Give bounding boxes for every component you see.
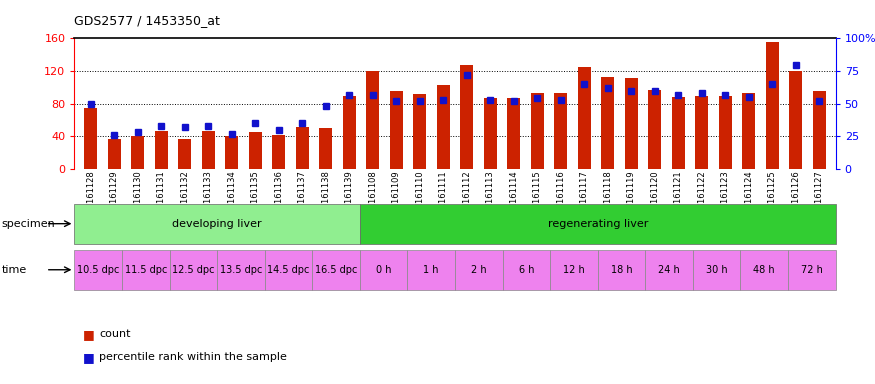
Bar [131,136,144,169]
Text: 16.5 dpc: 16.5 dpc [315,265,357,275]
Bar [531,93,543,169]
Bar [672,97,684,169]
Text: 24 h: 24 h [658,265,680,275]
Bar [296,126,309,169]
Text: developing liver: developing liver [172,218,262,229]
Bar [343,96,356,169]
Bar [742,93,755,169]
Bar [696,96,708,169]
Bar [360,204,836,244]
Bar [108,139,121,169]
Bar [789,71,802,169]
Text: ■: ■ [83,351,94,364]
Bar [312,250,360,290]
Bar [648,90,662,169]
Bar [646,250,693,290]
Text: 48 h: 48 h [753,265,775,275]
Bar [502,250,550,290]
Text: GDS2577 / 1453350_at: GDS2577 / 1453350_at [74,14,220,27]
Bar [507,98,521,169]
Bar [217,250,265,290]
Text: ■: ■ [83,328,94,341]
Bar [455,250,502,290]
Text: 12.5 dpc: 12.5 dpc [172,265,214,275]
Bar [437,85,450,169]
Bar [319,128,332,169]
Bar [248,132,262,169]
Text: 72 h: 72 h [801,265,822,275]
Bar [389,91,402,169]
Bar [408,250,455,290]
Text: regenerating liver: regenerating liver [548,218,648,229]
Text: 1 h: 1 h [424,265,439,275]
Text: time: time [2,265,27,275]
Text: 30 h: 30 h [706,265,727,275]
Bar [413,94,426,169]
Bar [550,250,598,290]
Bar [718,96,732,169]
Bar [360,250,408,290]
Bar [74,204,360,244]
Bar [155,131,168,169]
Text: 2 h: 2 h [471,265,487,275]
Text: percentile rank within the sample: percentile rank within the sample [99,352,287,362]
Bar [740,250,788,290]
Bar [484,98,497,169]
Bar [598,250,646,290]
Bar [766,43,779,169]
Bar [84,108,97,169]
Bar [226,136,238,169]
Bar [272,135,285,169]
Bar [693,250,740,290]
Bar [601,77,614,169]
Bar [178,139,192,169]
Text: 0 h: 0 h [376,265,391,275]
Bar [367,71,379,169]
Text: 10.5 dpc: 10.5 dpc [77,265,119,275]
Bar [460,65,473,169]
Text: specimen: specimen [2,218,55,229]
Bar [265,250,312,290]
Bar [788,250,836,290]
Text: 18 h: 18 h [611,265,633,275]
Text: 11.5 dpc: 11.5 dpc [124,265,167,275]
Bar [813,91,826,169]
Text: 13.5 dpc: 13.5 dpc [220,265,262,275]
Text: 14.5 dpc: 14.5 dpc [267,265,310,275]
Text: count: count [99,329,130,339]
Bar [554,93,567,169]
Bar [578,67,591,169]
Bar [202,131,214,169]
Bar [170,250,217,290]
Bar [74,250,122,290]
Text: 6 h: 6 h [519,265,534,275]
Bar [625,78,638,169]
Text: 12 h: 12 h [564,265,584,275]
Bar [122,250,170,290]
